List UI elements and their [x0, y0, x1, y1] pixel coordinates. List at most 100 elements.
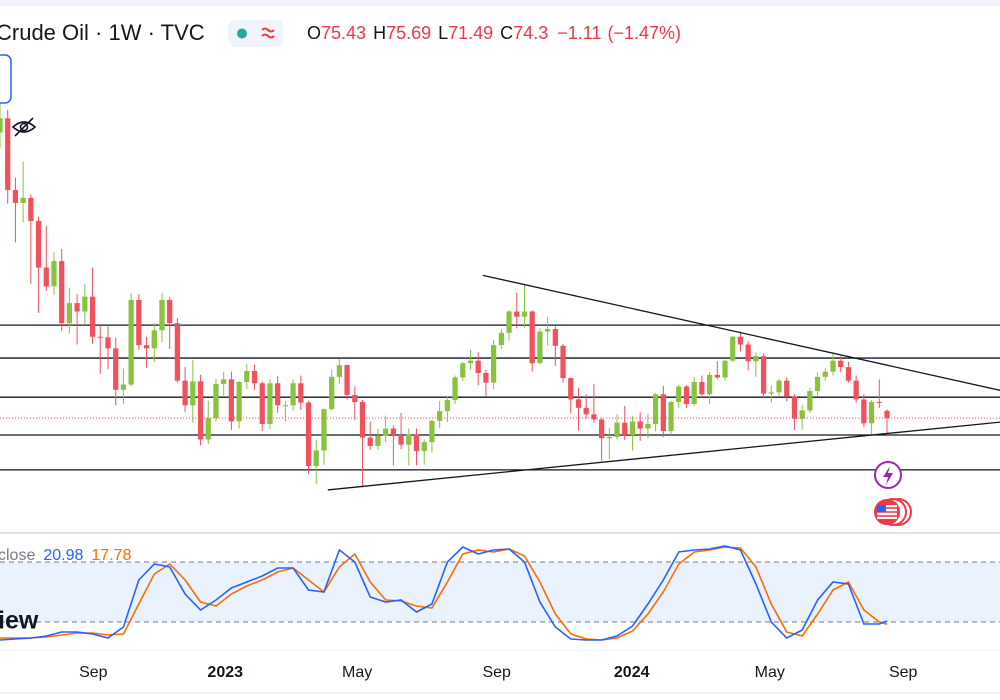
stoch-lines: [0, 545, 888, 641]
candle-body: [236, 381, 242, 422]
candle-body: [82, 296, 88, 312]
stoch-band: [0, 562, 1000, 622]
candle-body: [413, 434, 420, 452]
candle-body: [28, 197, 34, 222]
candle-body: [614, 422, 620, 437]
candle-body: [606, 436, 612, 439]
candle-body: [714, 374, 720, 378]
economic-event-icons[interactable]: [874, 498, 912, 526]
candle-body: [182, 380, 188, 406]
candle-body: [807, 391, 813, 411]
k-value: 20.98: [43, 547, 83, 564]
trendline: [482, 274, 1000, 391]
candle-body: [167, 299, 173, 324]
candle-body: [683, 386, 690, 404]
candle-body: [545, 328, 551, 332]
candle-body: [799, 410, 805, 419]
l-value: 71.49: [448, 23, 493, 43]
d-value: 17.78: [91, 547, 131, 564]
candle-body: [321, 409, 327, 451]
candle-body: [498, 332, 504, 346]
candle-body: [460, 363, 466, 378]
x-tick-label: Sep: [482, 664, 511, 681]
candle-body: [59, 261, 65, 324]
trendlines: [327, 274, 1000, 491]
data-icon: [261, 27, 275, 39]
x-tick-label: Sep: [889, 664, 918, 681]
candle-body: [706, 374, 713, 395]
candle-body: [753, 356, 759, 362]
candle-body: [760, 356, 767, 394]
candle-body: [814, 376, 821, 392]
candle-body: [629, 421, 636, 435]
candle-body: [645, 424, 651, 429]
candle-body: [213, 383, 219, 419]
candle-body: [822, 371, 828, 377]
candle-body: [853, 380, 859, 400]
market-open-dot: [237, 28, 247, 39]
candle-body: [475, 360, 481, 373]
candle-body: [228, 379, 235, 422]
event-icon[interactable]: [874, 461, 902, 489]
candle-body: [537, 331, 543, 364]
candle-body: [730, 336, 736, 361]
candle-body: [722, 360, 728, 378]
indicator-label: close: [0, 547, 35, 564]
candle-body: [668, 402, 674, 432]
candle-body: [159, 299, 165, 331]
watermark: iew: [0, 607, 39, 635]
stoch-line: [0, 545, 888, 641]
candle-body: [113, 348, 119, 390]
candles: [0, 98, 1000, 488]
candle-body: [359, 402, 366, 438]
x-tick-label: May: [755, 664, 785, 681]
candle-body: [375, 435, 381, 446]
candle-body: [444, 400, 450, 412]
candle-body: [244, 371, 250, 382]
c-value: 74.3: [513, 23, 548, 43]
candle-body: [74, 303, 80, 312]
candle-body: [529, 311, 535, 364]
candle-body: [660, 394, 666, 432]
candle-body: [552, 328, 558, 346]
candle-body: [514, 311, 520, 317]
candle-body: [259, 383, 265, 424]
candle-body: [282, 405, 289, 407]
x-tick-label: 2024: [614, 664, 650, 681]
candle-body: [491, 345, 497, 383]
hide-icon[interactable]: [11, 117, 37, 137]
candle-body: [221, 379, 227, 384]
candle-body: [5, 118, 11, 191]
candle-body: [344, 365, 350, 395]
candle-body: [290, 383, 296, 406]
candle-body: [205, 418, 211, 440]
status-pill[interactable]: [228, 20, 283, 47]
candle-body: [120, 384, 127, 390]
candle-body: [467, 360, 474, 364]
candle-body: [298, 383, 304, 403]
candle-body: [128, 299, 134, 385]
candle-body: [838, 360, 844, 368]
candle-body: [622, 422, 628, 435]
l-label: L: [438, 23, 448, 43]
candle-body: [691, 381, 697, 404]
symbol-title[interactable]: Crude Oil · 1W · TVC: [0, 20, 205, 45]
candle-body: [12, 190, 19, 203]
candle-body: [406, 434, 412, 445]
candle-body: [89, 296, 96, 337]
candle-body: [383, 428, 389, 436]
candle-body: [390, 428, 396, 435]
collapse-button[interactable]: [0, 54, 12, 104]
candle-body: [174, 323, 181, 381]
candle-body: [105, 337, 111, 349]
x-tick-label: 2023: [207, 664, 243, 681]
candle-body: [251, 371, 258, 384]
candle-body: [136, 299, 142, 346]
candle-body: [437, 411, 443, 421]
candle-body: [652, 394, 659, 424]
x-tick-label: Sep: [79, 664, 108, 681]
candle-body: [43, 267, 49, 287]
candle-body: [830, 360, 836, 372]
h-label: H: [373, 23, 386, 43]
